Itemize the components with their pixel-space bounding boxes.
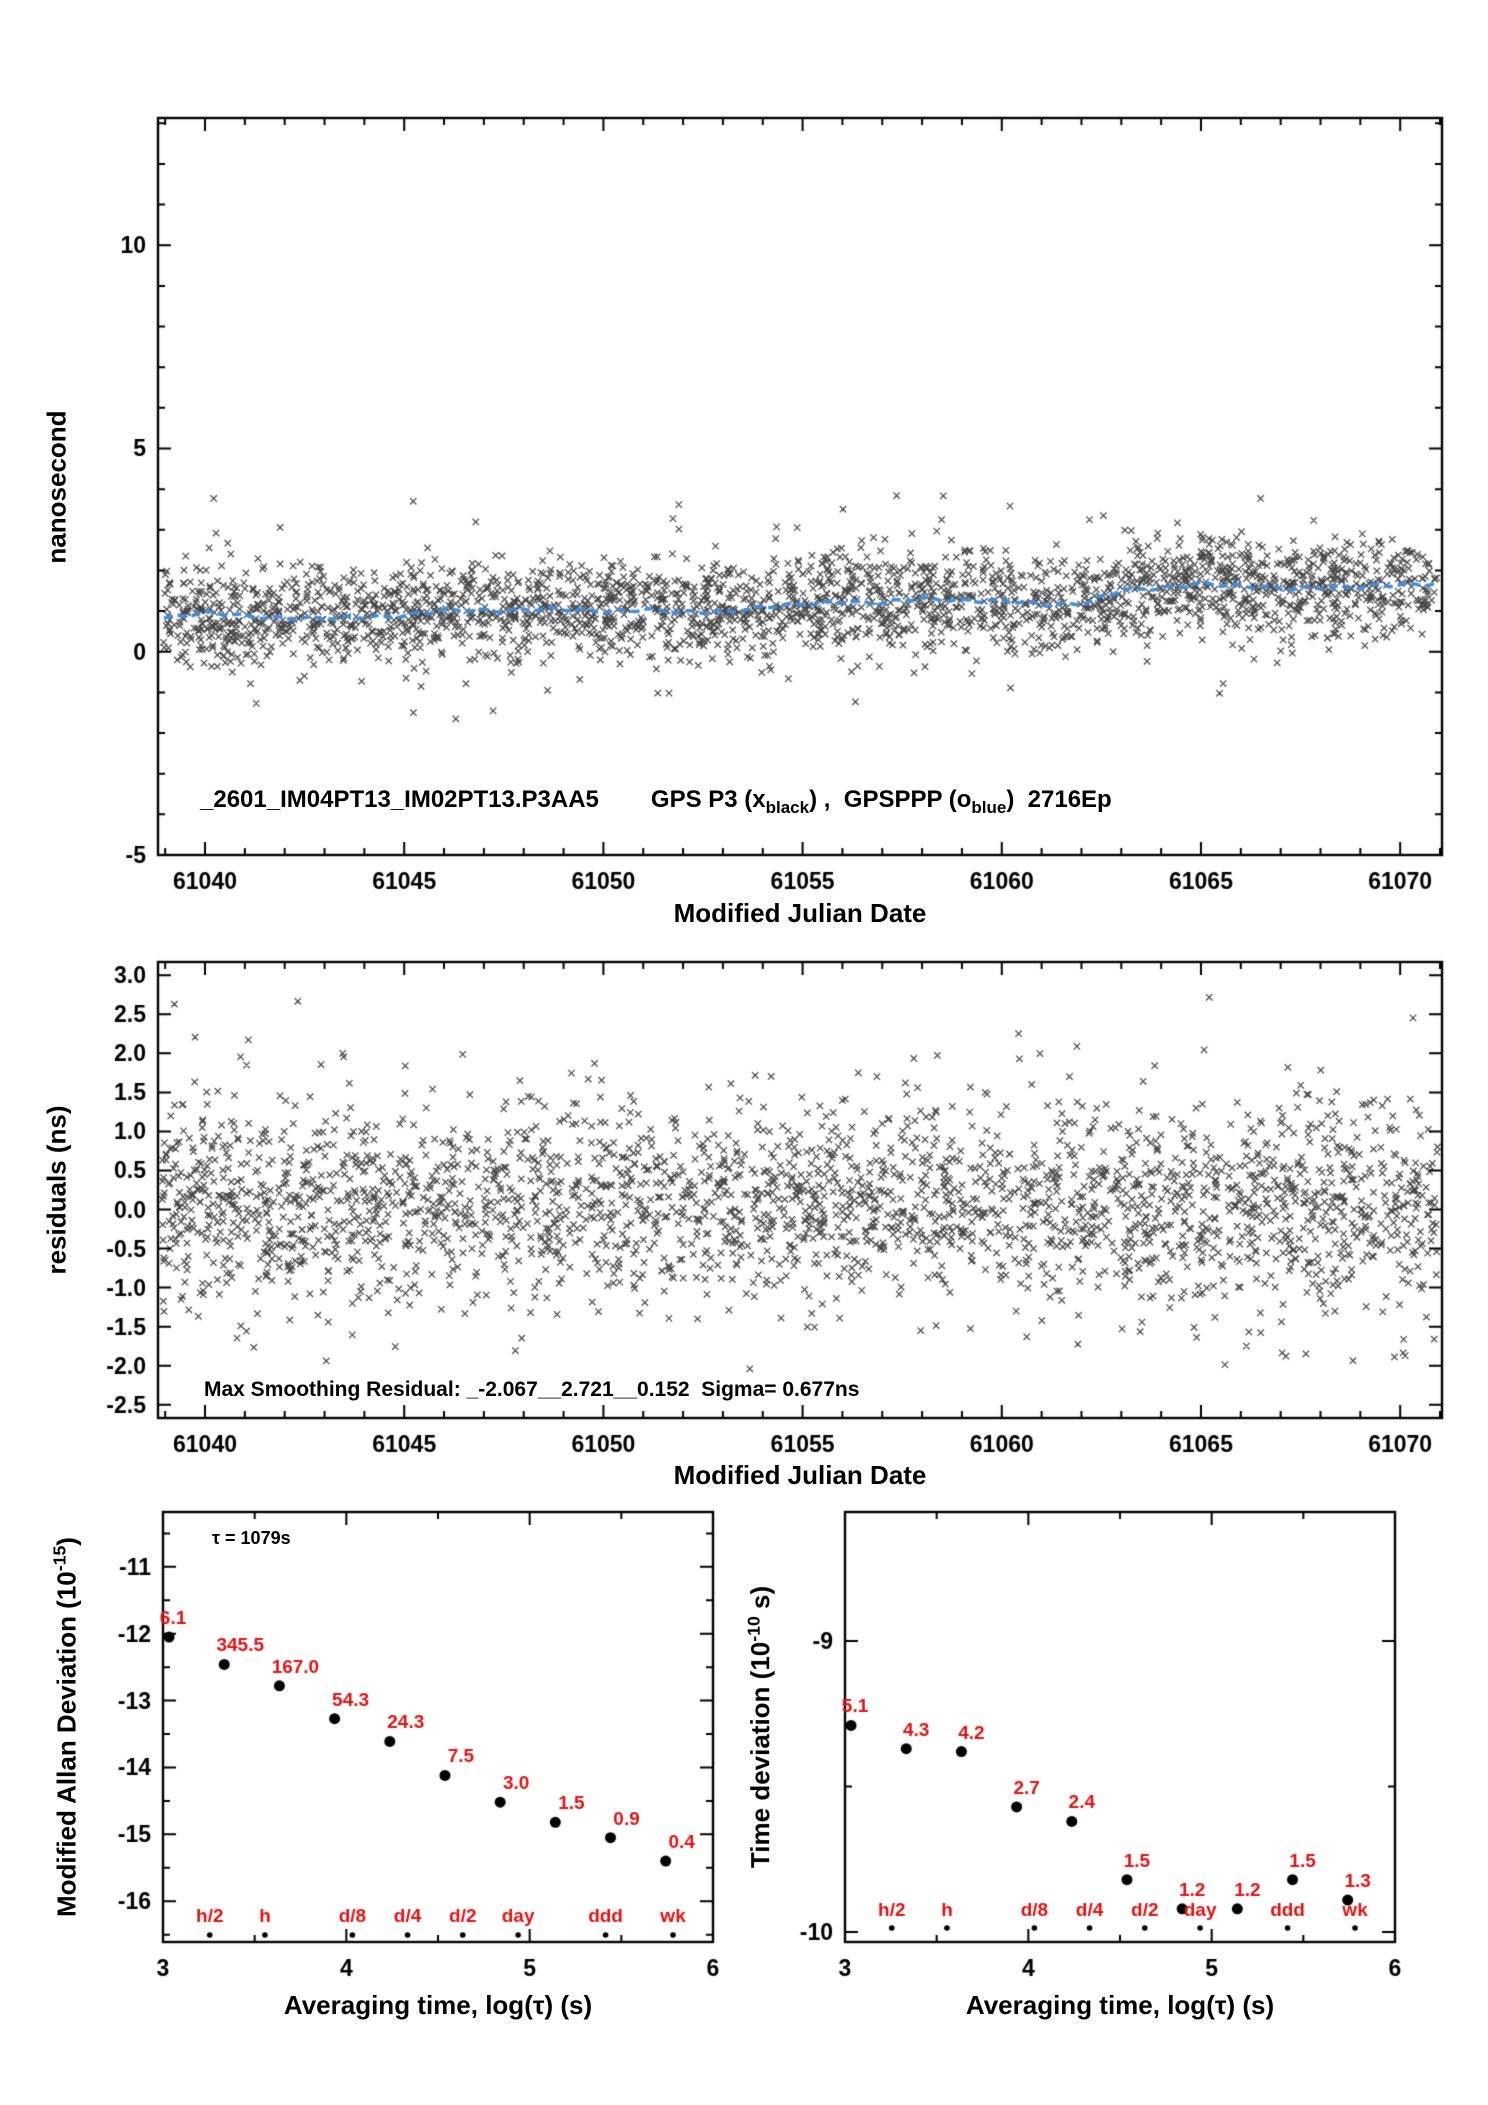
mdev-plot-x-axis-label: Averaging time, log(τ) (s) — [283, 1990, 593, 2020]
mdev-plot-y-axis-label: Modified Allan Deviation (10-15) — [50, 1537, 83, 1917]
title-sub-black: black — [765, 797, 810, 817]
tdev-plot-y-axis-label: Time deviation (10-10 s) — [744, 1586, 777, 1868]
title-epoch-count: ) 2716Ep — [1006, 786, 1112, 813]
top-plot-x-axis-label: Modified Julian Date — [673, 898, 927, 928]
mdev-ylabel-exponent: -15 — [49, 1545, 70, 1572]
tdev-ylabel-post: s) — [745, 1585, 776, 1617]
tau-annotation: τ = 1079s — [212, 1528, 291, 1548]
title-sub-blue: blue — [971, 797, 1007, 817]
max-smoothing-residual-annotation: Max Smoothing Residual: _-2.067__2.721__… — [204, 1378, 860, 1401]
tdev-ylabel-exponent: -10 — [743, 1616, 764, 1642]
mdev-ylabel-post: ) — [51, 1537, 82, 1546]
residuals-plot-x-axis-label: Modified Julian Date — [673, 1460, 927, 1490]
title-gpsppp: ) , GPSPPP (o — [809, 786, 972, 813]
title-file-id: _2601_IM04PT13_IM02PT13.P3AA5 — [200, 786, 599, 813]
top-plot-title: _2601_IM04PT13_IM02PT13.P3AA5 GPS P3 (xbl… — [200, 786, 1112, 818]
tdev-plot-x-axis-label: Averaging time, log(τ) (s) — [965, 1990, 1275, 2020]
tdev-ylabel-pre: Time deviation (10 — [745, 1641, 776, 1869]
residuals-plot-y-axis-label: residuals (ns) — [41, 1105, 72, 1275]
top-plot-y-axis-label: nanosecond — [41, 410, 72, 564]
title-gps-p3: GPS P3 (x — [650, 786, 766, 813]
mdev-ylabel-pre: Modified Allan Deviation (10 — [51, 1571, 82, 1917]
